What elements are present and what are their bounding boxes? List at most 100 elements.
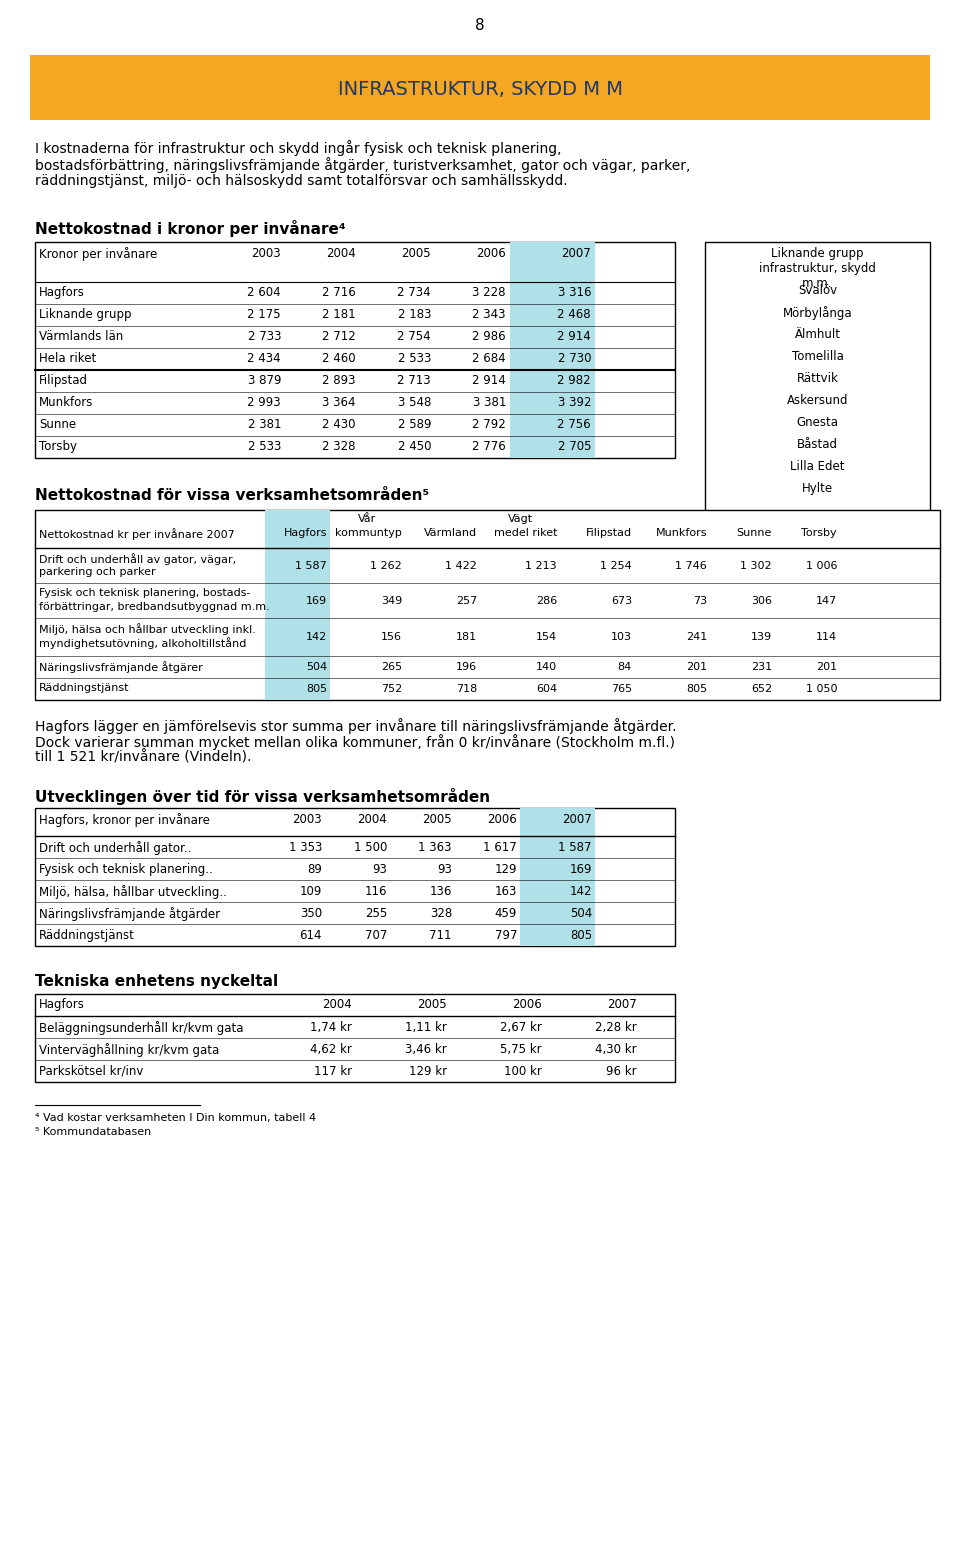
Text: Torsby: Torsby [39, 441, 77, 453]
Text: 2 982: 2 982 [558, 374, 591, 388]
Text: medel riket: medel riket [493, 528, 557, 539]
Text: 2 468: 2 468 [558, 308, 591, 321]
Text: 2 733: 2 733 [248, 330, 281, 343]
Text: 2 713: 2 713 [397, 374, 431, 388]
Text: Vinterväghållning kr/kvm gata: Vinterväghållning kr/kvm gata [39, 1043, 219, 1057]
Text: 109: 109 [300, 884, 322, 898]
Text: Värmland: Värmland [424, 528, 477, 539]
Text: 73: 73 [693, 595, 707, 606]
Text: Filipstad: Filipstad [586, 528, 632, 539]
Text: 2006: 2006 [488, 813, 517, 827]
Text: Hagfors: Hagfors [283, 528, 327, 539]
Text: 673: 673 [611, 595, 632, 606]
Text: 1 213: 1 213 [525, 561, 557, 570]
Bar [265, 511, 330, 701]
Text: 140: 140 [536, 662, 557, 673]
Text: 1 363: 1 363 [419, 841, 452, 853]
Text: Mörbylånga: Mörbylånga [782, 307, 852, 321]
Text: 805: 805 [306, 684, 327, 694]
Bar [510, 392, 595, 414]
Text: 2 434: 2 434 [248, 352, 281, 364]
Text: 2 343: 2 343 [472, 308, 506, 321]
Text: Dock varierar summan mycket mellan olika kommuner, från 0 kr/invånare (Stockholm: Dock varierar summan mycket mellan olika… [35, 733, 675, 750]
Text: 3,46 kr: 3,46 kr [405, 1043, 447, 1056]
Text: 1 006: 1 006 [805, 561, 837, 570]
Text: räddningstjänst, miljö- och hälsoskydd samt totalförsvar och samhällsskydd.: räddningstjänst, miljö- och hälsoskydd s… [35, 174, 567, 188]
Text: Miljö, hälsa och hållbar utveckling inkl.: Miljö, hälsa och hållbar utveckling inkl… [39, 623, 256, 635]
Bar [35, 808, 675, 947]
Text: 2 175: 2 175 [248, 308, 281, 321]
Text: 93: 93 [437, 863, 452, 877]
Text: 3 228: 3 228 [472, 286, 506, 299]
Text: 2 430: 2 430 [323, 417, 356, 431]
Text: 84: 84 [617, 662, 632, 673]
Text: 765: 765 [611, 684, 632, 694]
Text: 652: 652 [751, 684, 772, 694]
Text: Gnesta: Gnesta [797, 416, 838, 430]
Text: 805: 805 [685, 684, 707, 694]
Bar [520, 808, 595, 947]
Text: 181: 181 [456, 632, 477, 641]
Text: 1 500: 1 500 [353, 841, 387, 853]
Text: Älmhult: Älmhult [795, 329, 841, 341]
Text: Räddningstjänst: Räddningstjänst [39, 684, 130, 693]
Text: 147: 147 [816, 595, 837, 606]
Text: 752: 752 [381, 684, 402, 694]
Text: 328: 328 [430, 908, 452, 920]
Text: 2 183: 2 183 [397, 308, 431, 321]
Text: 2 181: 2 181 [323, 308, 356, 321]
Text: Drift och underhåll av gator, vägar,: Drift och underhåll av gator, vägar, [39, 553, 236, 565]
Text: 156: 156 [381, 632, 402, 641]
Text: 2 712: 2 712 [323, 330, 356, 343]
Text: 3 381: 3 381 [472, 395, 506, 409]
Text: 5,75 kr: 5,75 kr [500, 1043, 542, 1056]
Text: 196: 196 [456, 662, 477, 673]
Bar [510, 282, 595, 304]
Text: Hela riket: Hela riket [39, 352, 96, 364]
Text: 349: 349 [381, 595, 402, 606]
Text: Miljö, hälsa, hållbar utveckling..: Miljö, hälsa, hållbar utveckling.. [39, 884, 227, 898]
Text: Munkfors: Munkfors [39, 395, 93, 409]
Bar [510, 241, 595, 282]
Text: ⁴ Vad kostar verksamheten I Din kommun, tabell 4: ⁴ Vad kostar verksamheten I Din kommun, … [35, 1113, 316, 1123]
Text: I kostnaderna för infrastruktur och skydd ingår fysisk och teknisk planering,: I kostnaderna för infrastruktur och skyd… [35, 140, 562, 156]
Text: Näringslivsfrämjande åtgärer: Näringslivsfrämjande åtgärer [39, 662, 203, 673]
Text: Hagfors: Hagfors [39, 998, 84, 1010]
Text: 3 548: 3 548 [397, 395, 431, 409]
Text: Vägt: Vägt [508, 514, 533, 525]
Text: Utvecklingen över tid för vissa verksamhetsområden: Utvecklingen över tid för vissa verksamh… [35, 788, 491, 805]
Text: Fysisk och teknisk planering, bostads-: Fysisk och teknisk planering, bostads- [39, 589, 251, 598]
Text: Lilla Edet: Lilla Edet [790, 459, 845, 473]
Text: 3 364: 3 364 [323, 395, 356, 409]
Text: 4,30 kr: 4,30 kr [595, 1043, 637, 1056]
Text: 2005: 2005 [418, 998, 447, 1010]
Text: Filipstad: Filipstad [39, 374, 88, 388]
Text: 1 254: 1 254 [600, 561, 632, 570]
Bar [510, 304, 595, 325]
Text: 2 914: 2 914 [472, 374, 506, 388]
Text: 2004: 2004 [357, 813, 387, 827]
Text: Fysisk och teknisk planering..: Fysisk och teknisk planering.. [39, 863, 213, 877]
Text: 2 792: 2 792 [472, 417, 506, 431]
Text: Askersund: Askersund [787, 394, 849, 406]
Text: 2 730: 2 730 [558, 352, 591, 364]
Text: 286: 286 [536, 595, 557, 606]
Text: förbättringar, bredbandsutbyggnad m.m.: förbättringar, bredbandsutbyggnad m.m. [39, 603, 270, 612]
Text: 1,74 kr: 1,74 kr [310, 1021, 352, 1034]
Text: Torsby: Torsby [802, 528, 837, 539]
Text: 100 kr: 100 kr [504, 1065, 542, 1077]
Text: Hagfors: Hagfors [39, 286, 84, 299]
Text: 2 684: 2 684 [472, 352, 506, 364]
Text: 89: 89 [307, 863, 322, 877]
Text: 2 381: 2 381 [248, 417, 281, 431]
Text: Sunne: Sunne [39, 417, 76, 431]
Text: kommuntyp: kommuntyp [335, 528, 402, 539]
Bar [30, 54, 930, 120]
Text: 2 986: 2 986 [472, 330, 506, 343]
Bar [510, 414, 595, 436]
Text: Tomelilla: Tomelilla [792, 350, 844, 363]
Text: INFRASTRUKTUR, SKYDD M M: INFRASTRUKTUR, SKYDD M M [338, 79, 622, 98]
Text: 169: 169 [569, 863, 592, 877]
Text: 136: 136 [430, 884, 452, 898]
Text: Räddningstjänst: Räddningstjänst [39, 930, 134, 942]
